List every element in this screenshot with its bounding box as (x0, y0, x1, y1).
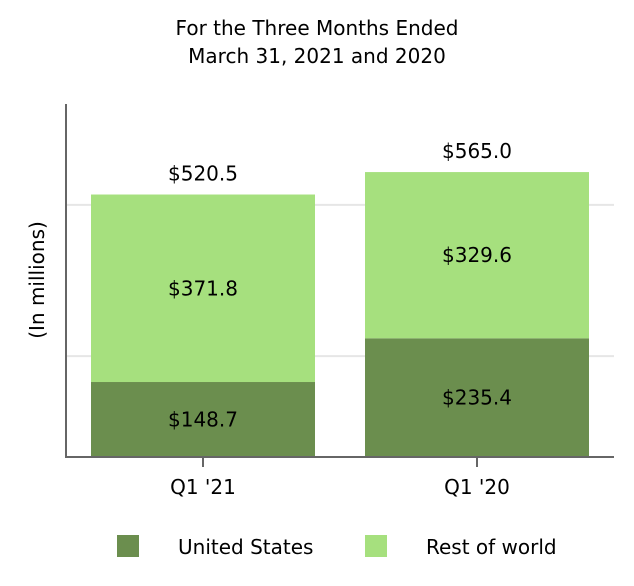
total-label-q1-20: $565.0 (442, 139, 512, 163)
legend-swatch-united-states (117, 535, 139, 557)
bar-segment-rest-of-world-q1-21 (91, 194, 315, 383)
legend: United States Rest of world (117, 535, 557, 559)
data-label-rest-of-world-q1-21: $371.8 (168, 276, 238, 300)
data-labels: $148.7 $371.8 $520.5 $235.4 $329.6 $565.0 (168, 139, 512, 431)
data-label-rest-of-world-q1-20: $329.6 (442, 243, 512, 267)
chart-title: For the Three Months Ended (176, 16, 459, 40)
data-label-united-states-q1-20: $235.4 (442, 386, 512, 410)
x-tick-label-q1-20: Q1 '20 (444, 475, 510, 499)
legend-label-rest-of-world: Rest of world (426, 535, 557, 559)
x-axis-ticks: Q1 '21 Q1 '20 (170, 457, 510, 499)
legend-swatch-rest-of-world (365, 535, 387, 557)
x-tick-label-q1-21: Q1 '21 (170, 475, 236, 499)
bar-segment-rest-of-world-q1-20 (365, 172, 589, 339)
chart-subtitle: March 31, 2021 and 2020 (188, 44, 446, 68)
total-label-q1-21: $520.5 (168, 162, 238, 186)
legend-label-united-states: United States (178, 535, 313, 559)
bar-segment-united-states-q1-20 (365, 338, 589, 457)
y-axis-label: (In millions) (25, 221, 49, 339)
data-label-united-states-q1-21: $148.7 (168, 408, 238, 432)
bar-segment-united-states-q1-21 (91, 382, 315, 457)
bars (91, 172, 589, 457)
